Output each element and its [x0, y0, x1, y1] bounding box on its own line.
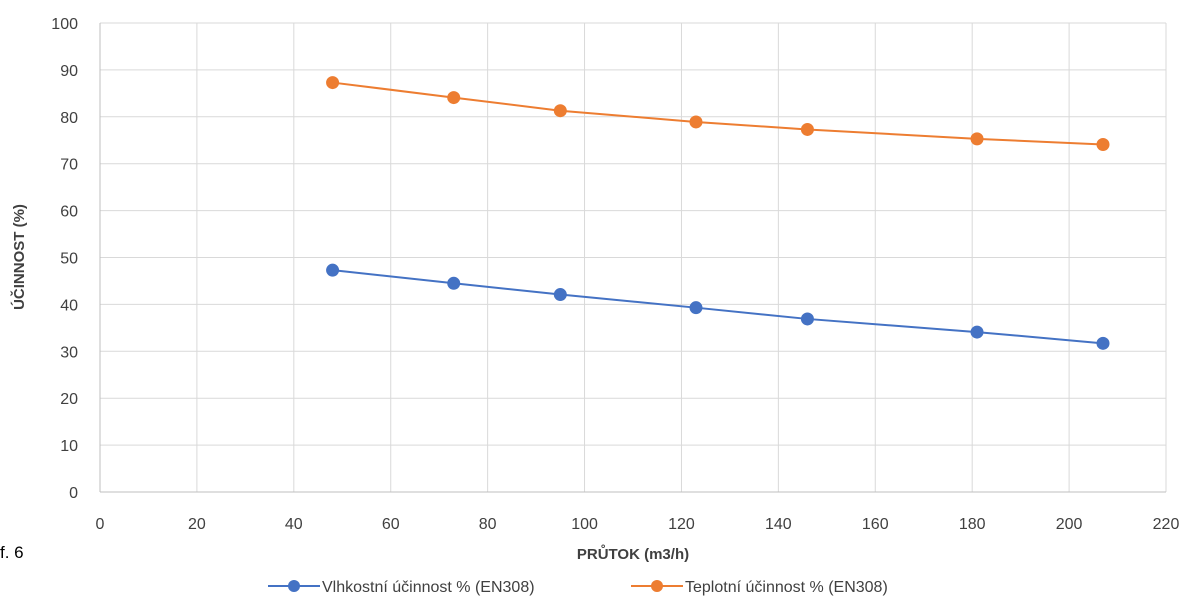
data-point: [326, 263, 340, 277]
axes: [99, 23, 1166, 493]
tick-labels: 0 10 20 30 40 50 60 70 80 90 100 0 20 40 60 80 100 120 140…: [51, 16, 1179, 533]
x-tick-label: 120: [668, 516, 695, 533]
y-tick-label: 40: [60, 297, 78, 314]
legend-marker: [288, 580, 300, 592]
legend-label: Vlhkostní účinnost % (EN308): [322, 579, 535, 596]
data-point: [553, 104, 567, 118]
y-tick-label: 70: [60, 157, 78, 174]
y-tick-label: 50: [60, 251, 78, 268]
data-point: [970, 132, 984, 146]
y-tick-label: 100: [51, 16, 78, 33]
x-tick-label: 220: [1153, 516, 1180, 533]
data-point: [1096, 336, 1110, 350]
figure-label: f. 6: [0, 543, 24, 562]
series-line-1: [332, 81, 1104, 146]
legend: Vlhkostní účinnost % (EN308) Teplotní úči…: [268, 579, 888, 596]
y-tick-label: 20: [60, 391, 78, 408]
legend-marker: [651, 580, 663, 592]
data-point: [800, 122, 814, 136]
y-tick-label: 60: [60, 204, 78, 221]
x-tick-label: 20: [188, 516, 206, 533]
x-tick-label: 180: [959, 516, 986, 533]
data-point: [689, 301, 703, 315]
grid-lines: [100, 22, 1167, 492]
data-point: [1096, 137, 1110, 151]
y-tick-label: 90: [60, 63, 78, 80]
data-point: [326, 76, 340, 90]
x-tick-label: 0: [96, 516, 105, 533]
data-point: [447, 276, 461, 290]
y-tick-label: 80: [60, 110, 78, 127]
legend-label: Teplotní účinnost % (EN308): [685, 579, 888, 596]
data-point: [970, 325, 984, 339]
x-tick-label: 200: [1056, 516, 1083, 533]
series-group: [326, 76, 1110, 350]
x-tick-label: 40: [285, 516, 303, 533]
x-axis-title: PRŮTOK (m3/h): [577, 544, 689, 563]
x-tick-label: 60: [382, 516, 400, 533]
x-tick-label: 100: [571, 516, 598, 533]
y-tick-label: 0: [69, 485, 78, 502]
y-tick-label: 10: [60, 438, 78, 455]
x-tick-label: 160: [862, 516, 889, 533]
data-point: [447, 91, 461, 105]
x-tick-label: 140: [765, 516, 792, 533]
y-axis-title: ÚČINNOST (%): [10, 204, 28, 310]
x-tick-label: 80: [479, 516, 497, 533]
y-tick-label: 30: [60, 344, 78, 361]
data-point: [800, 312, 814, 326]
data-point: [553, 288, 567, 302]
data-point: [689, 115, 703, 129]
